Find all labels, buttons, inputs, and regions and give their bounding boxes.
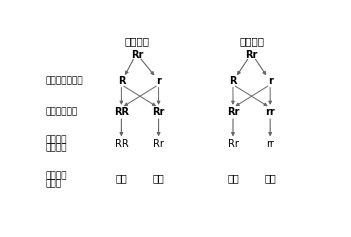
- Text: 球状: 球状: [264, 173, 276, 184]
- Text: 盘状南瓜: 盘状南瓜: [239, 36, 264, 46]
- Text: Rr: Rr: [245, 50, 258, 60]
- Text: 盘状: 盘状: [227, 173, 239, 184]
- Text: 子代南瓜: 子代南瓜: [45, 136, 67, 145]
- Text: RR: RR: [114, 107, 129, 117]
- Text: 盘状: 盘状: [153, 173, 165, 184]
- Text: 的性状: 的性状: [45, 179, 61, 188]
- Text: R: R: [229, 76, 237, 86]
- Text: 盘状南瓜: 盘状南瓜: [124, 36, 150, 46]
- Text: rr: rr: [266, 139, 274, 149]
- Text: Rr: Rr: [227, 139, 238, 149]
- Text: Rr: Rr: [131, 50, 143, 60]
- Text: Rr: Rr: [227, 107, 239, 117]
- Text: 生殖细胞的基因: 生殖细胞的基因: [45, 76, 83, 85]
- Text: 盘状: 盘状: [115, 173, 127, 184]
- Text: r: r: [268, 76, 273, 86]
- Text: r: r: [156, 76, 161, 86]
- Text: R: R: [118, 76, 125, 86]
- Text: 受精卵的基因: 受精卵的基因: [45, 107, 78, 116]
- Text: Rr: Rr: [153, 139, 164, 149]
- Text: 基因组成: 基因组成: [45, 143, 67, 152]
- Text: 子代南瓜: 子代南瓜: [45, 172, 67, 181]
- Text: RR: RR: [114, 139, 128, 149]
- Text: Rr: Rr: [152, 107, 165, 117]
- Text: rr: rr: [265, 107, 275, 117]
